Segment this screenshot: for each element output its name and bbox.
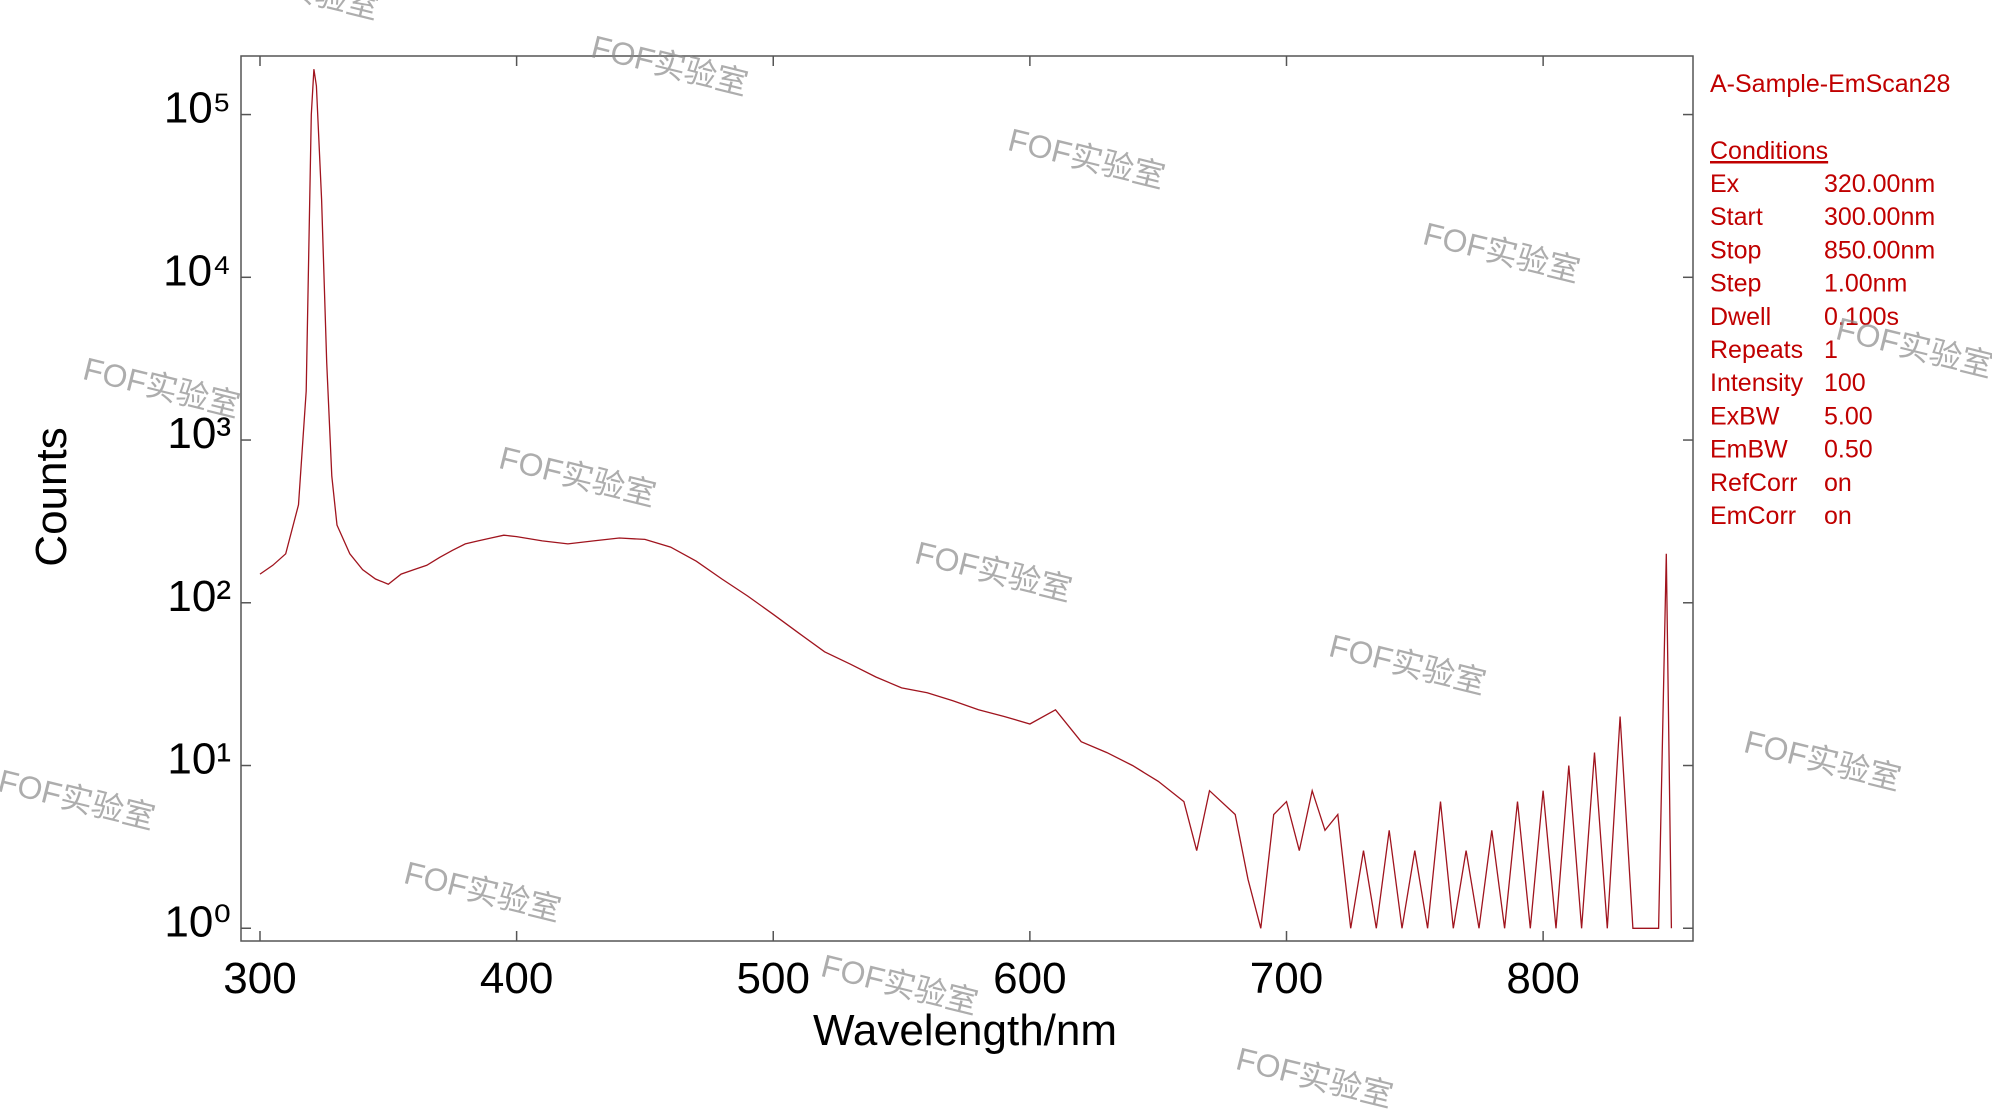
panel-value: 320.00nm (1824, 170, 1935, 198)
panel-key: Ex (1710, 170, 1740, 198)
y-tick-label: 10⁰ (164, 897, 231, 946)
watermark: FOF实验室 (1420, 216, 1584, 290)
watermark: FOF实验室 (588, 29, 752, 103)
y-tick-label: 10² (167, 572, 231, 621)
plot-frame (240, 55, 1694, 942)
panel-title: A-Sample-EmScan28 (1710, 70, 1950, 98)
panel-value: 1.00nm (1824, 270, 1907, 298)
panel-key: RefCorr (1710, 469, 1798, 497)
x-tick-label: 500 (737, 954, 810, 1003)
y-axis-label: Counts (27, 427, 76, 566)
panel-value: 300.00nm (1824, 203, 1935, 231)
watermark: FOF实验室 (1326, 628, 1490, 702)
y-tick-label: 10¹ (167, 735, 231, 784)
x-tick-label: 600 (993, 954, 1066, 1003)
panel-key: Dwell (1710, 303, 1771, 331)
watermark: FOF实验室 (80, 351, 244, 425)
panel-value: 0.50 (1824, 436, 1873, 464)
y-tick-label: 10⁵ (164, 84, 231, 133)
watermark: FOF实验室 (219, 0, 383, 26)
watermark: FOF实验室 (0, 763, 159, 837)
panel-key: Intensity (1710, 369, 1804, 397)
panel-value: 850.00nm (1824, 236, 1935, 264)
watermark: FOF实验室 (1741, 724, 1905, 798)
watermark: FOF实验室 (1233, 1041, 1397, 1115)
panel-key: ExBW (1710, 402, 1780, 430)
spectrum-line (259, 69, 1673, 929)
y-tick-label: 10³ (167, 409, 231, 458)
panel-value: 1 (1824, 336, 1838, 364)
watermark: FOF实验室 (401, 855, 565, 929)
watermark: FOF实验室 (496, 440, 660, 514)
y-tick-label: 10⁴ (163, 246, 231, 295)
x-tick-label: 700 (1250, 954, 1323, 1003)
panel-value: on (1824, 469, 1852, 497)
watermark: FOF实验室 (912, 535, 1076, 609)
panel-value: 100 (1824, 369, 1866, 397)
panel-key: Step (1710, 270, 1761, 298)
x-tick-label: 300 (223, 954, 296, 1003)
x-axis-label: Wavelength/nm (813, 1006, 1117, 1055)
panel-value: on (1824, 502, 1852, 530)
panel-key: EmBW (1710, 436, 1788, 464)
watermark: FOF实验室 (1005, 122, 1169, 196)
panel-key: EmCorr (1710, 502, 1796, 530)
panel-key: Stop (1710, 236, 1761, 264)
panel-value: 0.100s (1824, 303, 1899, 331)
panel-key: Start (1710, 203, 1763, 231)
panel-key: Repeats (1710, 336, 1803, 364)
x-tick-label: 400 (480, 954, 553, 1003)
panel-value: 5.00 (1824, 402, 1873, 430)
panel-heading: Conditions (1710, 137, 1828, 165)
x-tick-label: 800 (1506, 954, 1579, 1003)
